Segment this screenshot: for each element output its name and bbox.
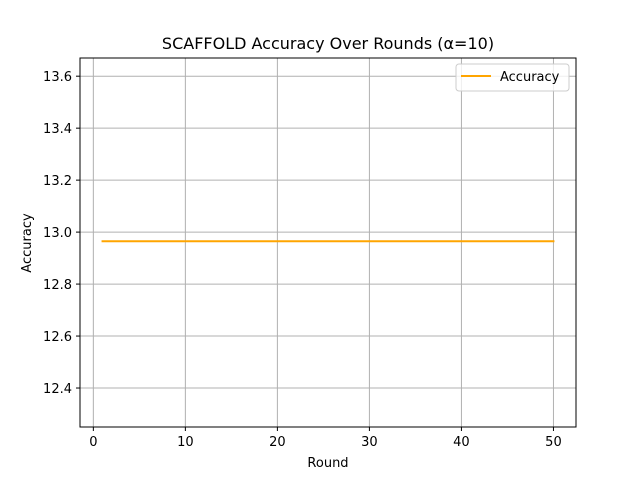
x-tick-label: 20 <box>269 435 286 450</box>
x-tick-label: 0 <box>89 435 97 450</box>
legend-label-accuracy: Accuracy <box>500 70 560 85</box>
y-tick-label: 12.8 <box>43 278 72 293</box>
plot-frame <box>79 57 577 428</box>
grid-lines <box>80 58 576 427</box>
y-axis-label: Accuracy <box>20 213 35 273</box>
legend: Accuracy <box>455 63 570 92</box>
chart-title: SCAFFOLD Accuracy Over Rounds (α=10) <box>162 34 494 53</box>
x-axis-ticks: 0 10 20 30 40 50 <box>89 427 562 450</box>
x-axis-label: Round <box>307 456 348 471</box>
y-tick-label: 13.4 <box>43 122 72 137</box>
y-tick-label: 13.6 <box>43 70 72 85</box>
x-tick-label: 40 <box>453 435 470 450</box>
y-tick-label: 13.2 <box>43 174 72 189</box>
y-tick-label: 12.6 <box>43 330 72 345</box>
x-tick-label: 30 <box>361 435 378 450</box>
x-tick-label: 50 <box>545 435 562 450</box>
y-axis-ticks: 12.4 12.6 12.8 13.0 13.2 13.4 13.6 <box>43 70 80 397</box>
y-tick-label: 13.0 <box>43 226 72 241</box>
x-tick-label: 10 <box>177 435 194 450</box>
y-tick-label: 12.4 <box>43 382 72 397</box>
legend-box <box>455 63 570 92</box>
